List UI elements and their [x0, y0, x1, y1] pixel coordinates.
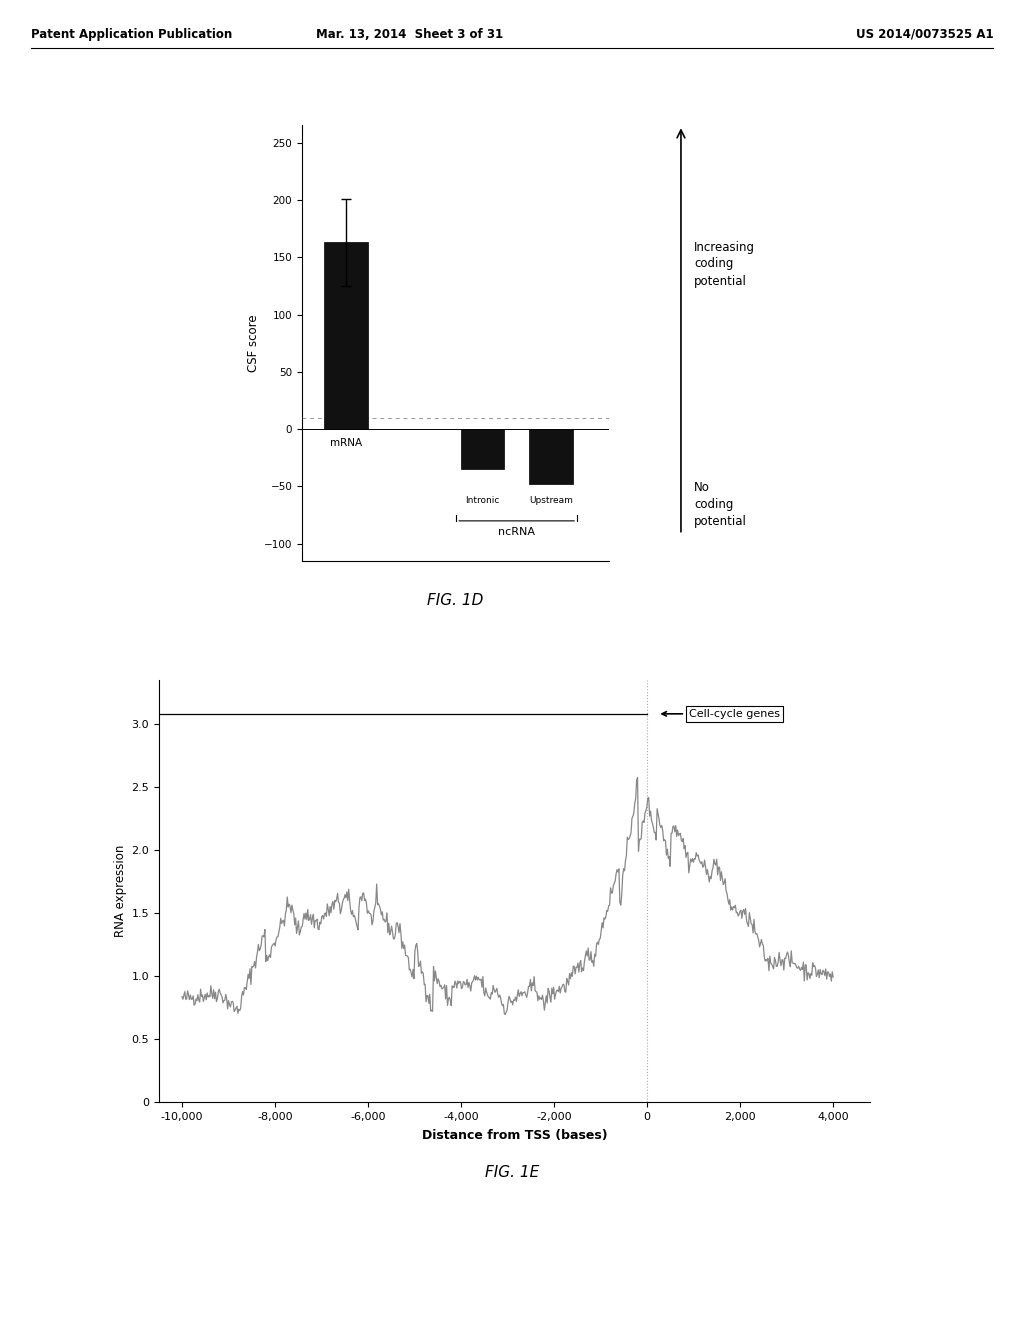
Bar [324, 243, 368, 429]
Text: Patent Application Publication: Patent Application Publication [31, 28, 232, 41]
Bar [461, 429, 505, 470]
X-axis label: Distance from TSS (bases): Distance from TSS (bases) [422, 1129, 607, 1142]
Text: FIG. 1E: FIG. 1E [485, 1164, 539, 1180]
Y-axis label: RNA expression: RNA expression [114, 845, 127, 937]
Text: Upstream: Upstream [528, 495, 572, 504]
Text: mRNA: mRNA [330, 438, 362, 449]
Y-axis label: CSF score: CSF score [247, 314, 260, 372]
Text: US 2014/0073525 A1: US 2014/0073525 A1 [856, 28, 993, 41]
Text: Intronic: Intronic [465, 495, 500, 504]
Text: ncRNA: ncRNA [498, 527, 536, 537]
Text: No
coding
potential: No coding potential [694, 480, 748, 528]
Text: Cell-cycle genes: Cell-cycle genes [662, 709, 780, 719]
Bar [528, 429, 572, 484]
Text: Mar. 13, 2014  Sheet 3 of 31: Mar. 13, 2014 Sheet 3 of 31 [316, 28, 503, 41]
Text: FIG. 1D: FIG. 1D [427, 593, 484, 609]
Text: Increasing
coding
potential: Increasing coding potential [694, 240, 756, 288]
